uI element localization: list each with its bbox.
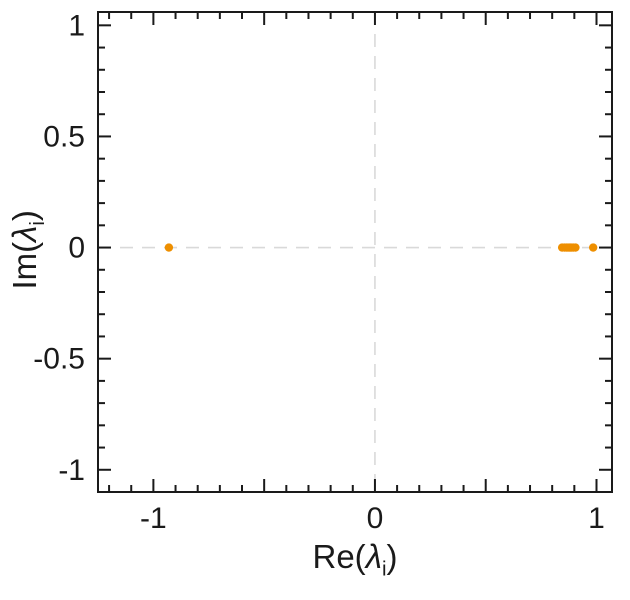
x-axis-title-text: Re(λi) (312, 538, 398, 581)
y-axis-title: Im(λi) (6, 100, 50, 400)
y-tick-label: -0.5 (33, 343, 85, 376)
y-axis-title-text: Im(λi) (6, 210, 49, 290)
x-axis-title: Re(λi) (205, 538, 505, 582)
data-point (164, 243, 174, 252)
data-point (571, 243, 580, 252)
plot-frame (97, 11, 613, 493)
x-tick-label: 0 (367, 502, 384, 535)
x-tick-label: 1 (588, 502, 605, 535)
y-tick-label: -1 (58, 454, 85, 487)
y-tick-label: 0 (68, 232, 85, 265)
data-point (588, 243, 598, 252)
y-tick-label: 0.5 (43, 120, 85, 153)
y-tick-label: 1 (68, 9, 85, 42)
x-tick-label: -1 (140, 502, 167, 535)
